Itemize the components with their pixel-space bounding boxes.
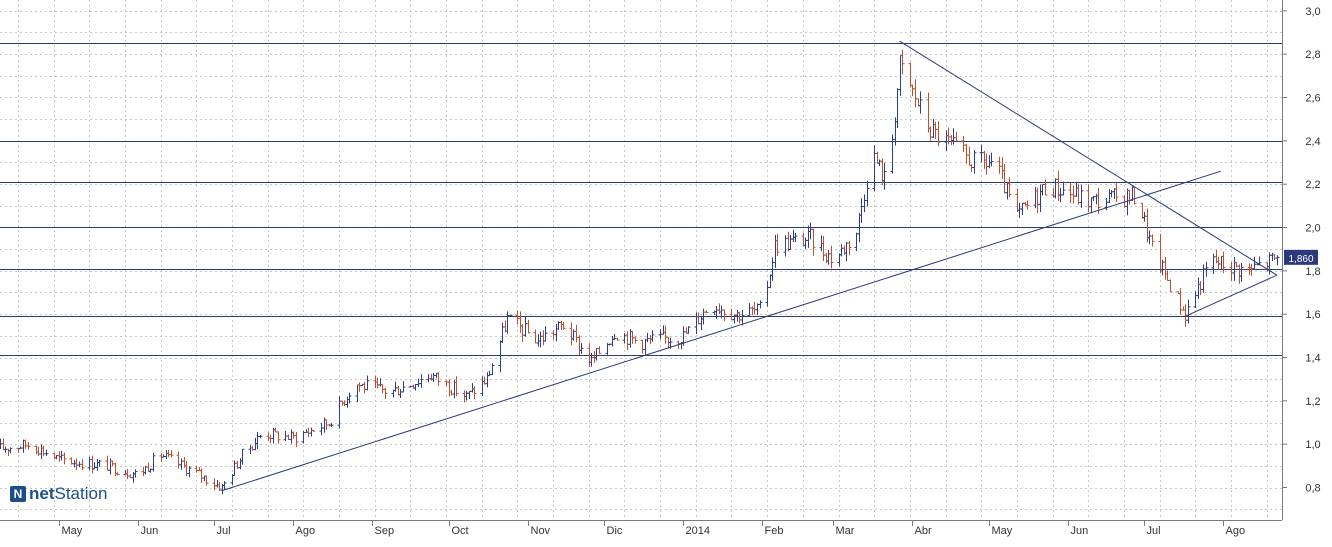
x-tick-label: Mar bbox=[836, 525, 855, 537]
trendline bbox=[221, 170, 1221, 492]
plot-background bbox=[0, 0, 1282, 520]
y-tick-label: 2,0 bbox=[1305, 223, 1320, 235]
y-tick-label: 2,8 bbox=[1305, 49, 1320, 61]
trendline bbox=[899, 40, 1278, 276]
trendlines bbox=[221, 40, 1278, 492]
y-tick-label: 1,4 bbox=[1305, 353, 1320, 365]
y-tick-label: 1,0 bbox=[1305, 439, 1320, 451]
y-tick-label: 1,8 bbox=[1305, 266, 1320, 278]
y-tick-label: 2,6 bbox=[1305, 93, 1320, 105]
x-tick-label: Ago bbox=[296, 525, 316, 537]
x-tick-label: Jul bbox=[1147, 525, 1161, 537]
brand-text-station: Station bbox=[54, 484, 108, 503]
brand-text-net: net bbox=[29, 484, 55, 503]
x-tick-label: May bbox=[62, 525, 83, 537]
y-tick-label: 2,4 bbox=[1305, 136, 1320, 148]
x-tick-label: Jun bbox=[1071, 525, 1089, 537]
last-value-badge-background bbox=[1284, 249, 1318, 265]
x-tick-label: Sep bbox=[375, 525, 395, 537]
horizontal-levels bbox=[0, 43, 1282, 356]
y-tick-label: 0,8 bbox=[1305, 483, 1320, 495]
ohlc-bars bbox=[0, 49, 1280, 495]
x-axis-background bbox=[0, 521, 1332, 542]
x-tick-label: Abr bbox=[915, 525, 932, 537]
last-value-badge: 1,860 bbox=[1284, 249, 1318, 265]
y-tick-label: 2,2 bbox=[1305, 179, 1320, 191]
x-tick-label: May bbox=[992, 525, 1013, 537]
brand-logo: N net Station bbox=[10, 484, 107, 504]
netstation-logo-icon: N bbox=[10, 486, 26, 502]
x-tick-label: Feb bbox=[765, 525, 784, 537]
x-tick-label: Jul bbox=[217, 525, 231, 537]
x-tick-label: Jun bbox=[141, 525, 159, 537]
x-tick-label: 2014 bbox=[686, 525, 710, 537]
y-tick-label: 1,6 bbox=[1305, 309, 1320, 321]
x-tick-label: Ago bbox=[1226, 525, 1246, 537]
last-value-label: 1,860 bbox=[1288, 254, 1313, 265]
x-tick-label: Oct bbox=[452, 525, 469, 537]
y-tick-label: 3,0 bbox=[1305, 6, 1320, 18]
y-tick-label: 1,2 bbox=[1305, 396, 1320, 408]
trendline bbox=[1184, 274, 1278, 317]
x-tick-label: Nov bbox=[531, 525, 551, 537]
x-tick-label: Dic bbox=[607, 525, 623, 537]
